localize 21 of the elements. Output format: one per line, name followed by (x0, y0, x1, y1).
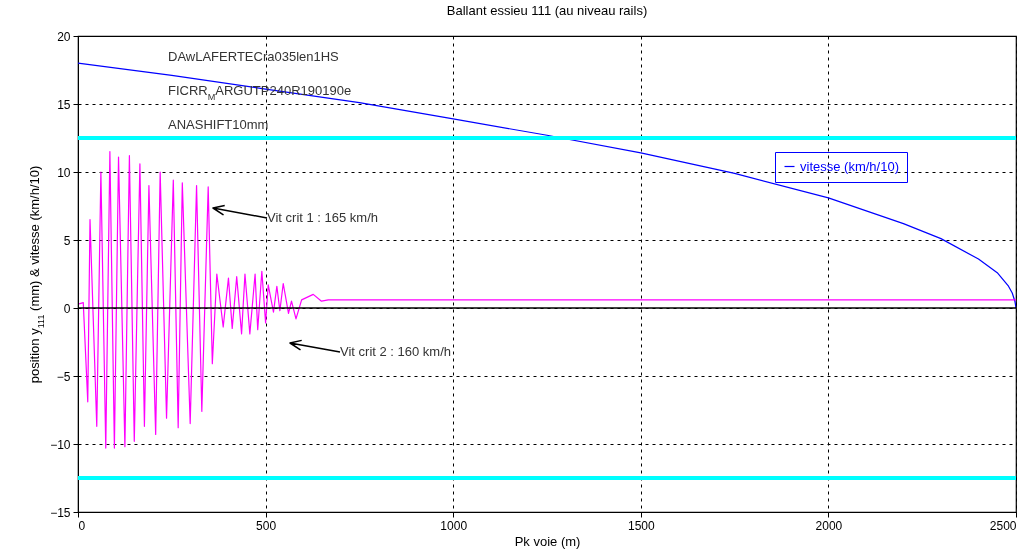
y-tick-label: 20 (57, 29, 71, 44)
annotation: Vit crit 2 : 160 km/h (340, 344, 452, 359)
annotation: DAwLAFERTECra035len1HS (168, 49, 340, 64)
y-tick-label: −10 (50, 437, 71, 452)
annotation: ANASHIFT10mm (168, 117, 269, 132)
x-tick-label: 2500 (989, 518, 1017, 533)
y-tick-label: 15 (57, 97, 71, 112)
legend-label: vitesse (km/h/10) (800, 158, 899, 174)
x-tick-label: 2000 (815, 518, 843, 533)
y-tick-label: −15 (50, 505, 71, 520)
x-tick-label: 1500 (627, 518, 655, 533)
y-tick-label: 10 (57, 165, 71, 180)
x-tick-label: 0 (78, 518, 86, 533)
annotation: Vit crit 1 : 165 km/h (267, 210, 379, 225)
x-tick-label: 1000 (440, 518, 468, 533)
x-axis-title: Pk voie (m) (514, 533, 581, 549)
x-tick-label: 500 (256, 518, 277, 533)
y-tick-label: 5 (63, 233, 71, 248)
y-tick-label: 0 (63, 301, 71, 316)
y-tick-label: −5 (56, 369, 71, 384)
chart-title: Ballant essieu 111 (au niveau rails) (446, 3, 648, 18)
